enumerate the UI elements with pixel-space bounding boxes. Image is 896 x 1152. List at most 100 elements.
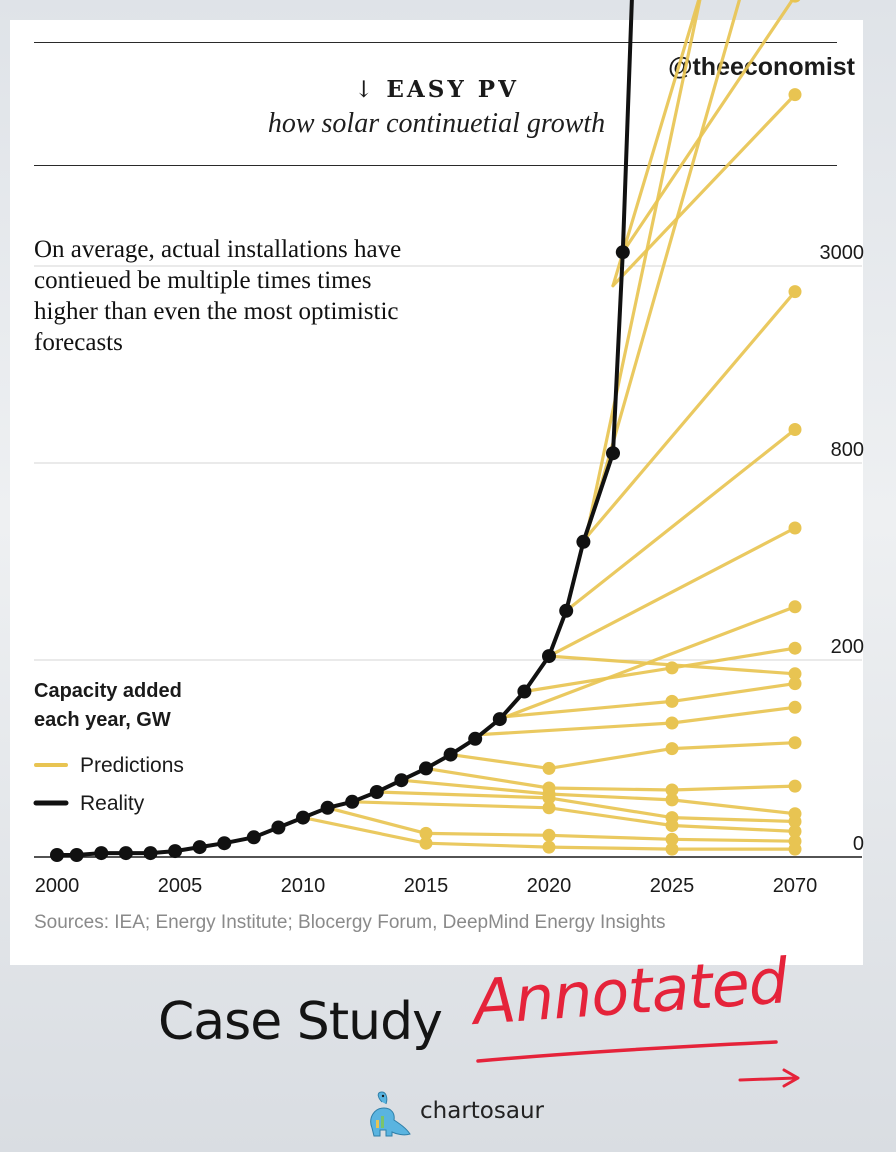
- prediction-point: [665, 819, 679, 832]
- reality-point: [615, 245, 630, 260]
- prediction-line: [350, 800, 797, 833]
- prediction-point: [788, 667, 802, 681]
- prediction-point: [665, 783, 679, 797]
- reality-layer: [50, 0, 634, 862]
- reality-point: [345, 794, 360, 809]
- prediction-point: [665, 793, 679, 807]
- prediction-point: [788, 600, 802, 614]
- brand-name: chartosaur: [420, 1098, 544, 1124]
- reality-point: [492, 712, 507, 727]
- prediction-point: [665, 661, 679, 675]
- chart-kicker: ↓ EASY PV: [10, 76, 863, 103]
- prediction-point: [788, 736, 802, 750]
- prediction-line: [547, 526, 797, 658]
- chart-annotation: On average, actual installations have co…: [34, 236, 402, 356]
- prediction-point: [665, 716, 679, 730]
- prediction-line: [584, 0, 702, 540]
- prediction-line: [584, 0, 742, 540]
- chart-kicker-text: EASY PV: [386, 76, 519, 103]
- prediction-point: [542, 828, 556, 842]
- down-arrow-icon: ↓: [354, 77, 377, 103]
- reality-point: [246, 830, 261, 845]
- prediction-point: [788, 423, 802, 436]
- prediction-point: [665, 694, 679, 708]
- reality-point: [271, 820, 286, 835]
- reality-point: [369, 785, 384, 799]
- reality-point: [542, 649, 556, 664]
- chart-card: @theeconomist ↓ EASY PV how solar continu…: [10, 20, 863, 965]
- prediction-point: [542, 801, 556, 815]
- prediction-point: [789, 0, 801, 3]
- prediction-line: [621, 0, 795, 254]
- reality-point: [217, 836, 232, 851]
- x-tick-label: 2015: [404, 875, 449, 897]
- axis-layer: 0 200 800 3000 2000 2005 2010 2015 2020 2025 2070: [35, 242, 864, 897]
- annotated-underline: [476, 1040, 778, 1063]
- reality-point: [517, 684, 532, 699]
- prediction-point: [788, 815, 802, 828]
- prediction-line: [449, 741, 797, 770]
- prediction-line: [584, 290, 797, 540]
- reality-point: [143, 846, 158, 861]
- legend-label-reality: Reality: [80, 792, 145, 815]
- prediction-point: [788, 521, 802, 535]
- reality-point: [443, 747, 458, 762]
- reality-point: [94, 846, 109, 861]
- y-tick-label: 200: [831, 636, 864, 658]
- legend-title-line2: each year, GW: [34, 709, 171, 731]
- prediction-point: [788, 641, 802, 655]
- legend-label-predictions: Predictions: [80, 754, 184, 777]
- top-rule: [34, 42, 837, 43]
- reality-point: [559, 603, 574, 618]
- x-tick-label: 2000: [35, 875, 80, 897]
- prediction-point: [542, 761, 556, 775]
- prediction-point: [665, 842, 679, 856]
- chart-subtitle: how solar continuetial growth: [267, 108, 606, 139]
- x-tick-label: 2025: [650, 875, 695, 897]
- reality-point: [168, 844, 183, 859]
- prediction-point: [788, 824, 802, 838]
- legend-title-line1: Capacity added: [34, 680, 182, 702]
- reality-point: [296, 810, 310, 825]
- prediction-point: [419, 836, 433, 850]
- prediction-line: [424, 766, 797, 792]
- reality-point: [419, 761, 433, 776]
- x-tick-label: 2005: [158, 875, 203, 897]
- prediction-line: [611, 0, 701, 288]
- prediction-point: [788, 677, 802, 691]
- reality-point: [50, 848, 64, 862]
- source-handle: @theeconomist: [668, 53, 855, 81]
- predictions-layer: [301, 0, 802, 856]
- prediction-point: [542, 840, 556, 854]
- reality-point: [606, 446, 620, 461]
- prediction-point: [788, 700, 802, 714]
- reality-point: [576, 534, 591, 549]
- reality-point: [69, 848, 84, 862]
- prediction-point: [665, 742, 679, 756]
- y-tick-label: 0: [853, 833, 864, 855]
- chart-source: Sources: IEA; Energy Institute; Blocergy…: [34, 912, 666, 933]
- prediction-point: [542, 791, 556, 805]
- x-tick-label: 2020: [527, 875, 572, 897]
- header-rule: [34, 165, 837, 166]
- x-tick-label: 2070: [773, 875, 818, 897]
- prediction-point: [788, 779, 802, 793]
- prediction-line: [611, 93, 797, 288]
- prediction-point: [419, 826, 433, 840]
- prediction-point: [665, 832, 679, 846]
- prediction-point: [788, 285, 802, 299]
- dinosaur-icon: [370, 1091, 411, 1137]
- reality-point: [320, 800, 335, 815]
- legend: Capacity added each year, GW Predictions…: [33, 680, 184, 815]
- y-tick-label: 3000: [820, 242, 865, 264]
- x-tick-label: 2010: [281, 875, 326, 897]
- y-tick-label: 800: [831, 439, 864, 461]
- reality-point: [192, 840, 207, 855]
- prediction-point: [788, 842, 802, 856]
- reality-point: [468, 731, 483, 746]
- reality-point: [394, 773, 409, 788]
- reality-point: [118, 846, 133, 861]
- arrow-right-icon: [738, 1068, 800, 1088]
- prediction-line: [564, 427, 797, 613]
